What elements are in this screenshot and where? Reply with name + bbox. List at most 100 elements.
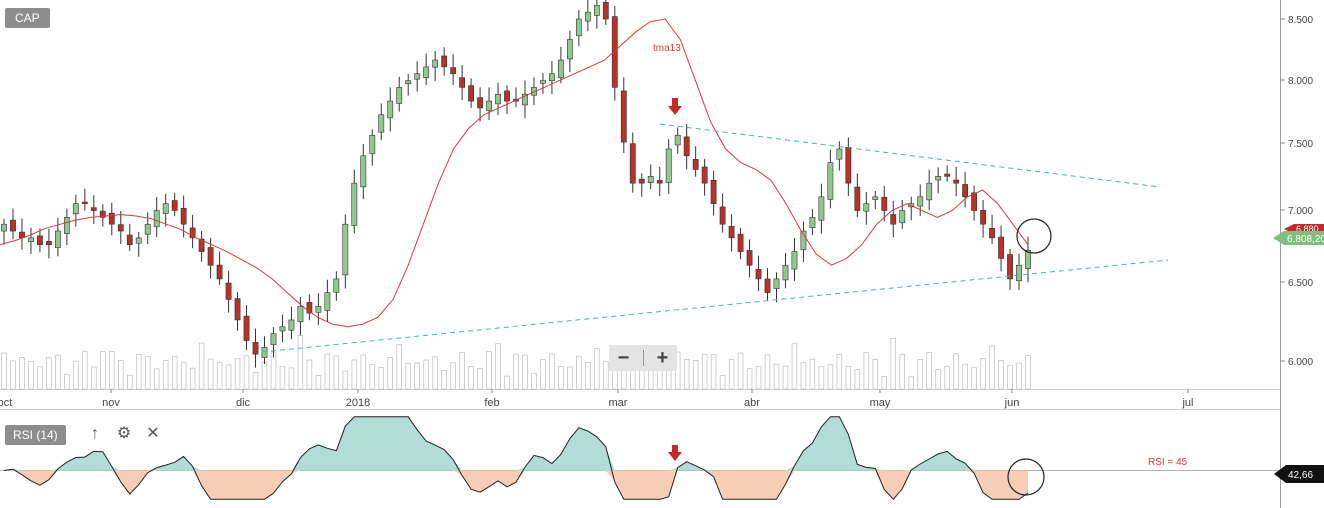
moving-average-line xyxy=(0,18,1029,328)
bullish-candle xyxy=(782,264,789,281)
volume-bar xyxy=(73,360,79,390)
bearish-candle xyxy=(459,77,466,88)
bullish-candle xyxy=(647,176,654,183)
bearish-candle xyxy=(629,143,636,184)
bearish-candle xyxy=(477,97,483,109)
bullish-candle xyxy=(387,100,394,119)
volume-bar xyxy=(513,353,519,390)
volume-bar xyxy=(998,360,1004,390)
bullish-candle xyxy=(593,5,600,16)
volume-bar xyxy=(10,360,16,390)
ticker-badge[interactable]: CAP xyxy=(5,8,50,28)
volume-bar xyxy=(198,342,205,390)
bullish-candle xyxy=(549,73,555,81)
rsi-value-tag xyxy=(1274,465,1324,483)
zoom-separator xyxy=(642,350,644,366)
volume-bar xyxy=(665,368,672,390)
volume-bar xyxy=(189,367,196,390)
rsi-indicator-badge[interactable]: RSI (14) xyxy=(5,425,66,445)
bearish-candle xyxy=(971,192,978,211)
volume-bar xyxy=(558,366,564,390)
volume-bar xyxy=(396,344,402,390)
volume-bar xyxy=(701,353,708,390)
volume-bar xyxy=(710,354,717,390)
time-tick-label: dic xyxy=(236,397,251,409)
bearish-candle xyxy=(638,178,645,184)
time-tick-label: may xyxy=(870,397,891,409)
bearish-candle xyxy=(126,234,133,246)
bullish-candle xyxy=(423,66,430,79)
gear-icon[interactable]: ⚙ xyxy=(116,425,132,442)
volume-bar xyxy=(854,369,861,390)
volume-bar xyxy=(441,369,447,390)
bearish-candle xyxy=(468,85,474,102)
close-icon[interactable]: ✕ xyxy=(146,425,160,442)
volume-bar xyxy=(953,353,959,390)
zoom-in-button[interactable]: + xyxy=(656,347,669,369)
volume-bar xyxy=(818,366,825,390)
bullish-candle xyxy=(333,278,340,293)
volume-bar xyxy=(225,364,232,390)
rsi-upper-fill xyxy=(4,416,1028,471)
price-tick-label: 7.000 xyxy=(1288,206,1313,217)
bearish-candle xyxy=(989,227,995,239)
volume-bar xyxy=(162,360,169,390)
volume-bar xyxy=(91,366,97,390)
volume-bar xyxy=(450,362,456,390)
volume-bar xyxy=(297,335,304,390)
volume-bar xyxy=(549,353,555,390)
time-tick-label: abr xyxy=(744,397,760,409)
bearish-candle xyxy=(764,278,771,293)
volume-bar xyxy=(243,355,250,390)
volume-bar xyxy=(64,373,70,390)
volume-bar xyxy=(405,363,411,390)
bearish-candle xyxy=(845,146,852,184)
volume-bar xyxy=(378,367,385,390)
bullish-candle xyxy=(369,134,376,154)
bullish-candle xyxy=(351,182,358,226)
bearish-candle xyxy=(737,233,744,252)
bearish-candle xyxy=(980,209,986,225)
volume-bar xyxy=(522,354,528,390)
volume-bar xyxy=(989,345,995,390)
volume-bar xyxy=(809,358,816,390)
volume-bar xyxy=(971,367,977,390)
volume-bar xyxy=(207,358,214,390)
bearish-candle xyxy=(746,250,753,266)
arrow-up-icon[interactable]: ↑ xyxy=(91,425,99,442)
bearish-candle xyxy=(37,235,43,246)
volume-bar xyxy=(504,375,510,390)
bullish-candle xyxy=(863,203,870,212)
volume-bar xyxy=(459,352,465,390)
volume-bar xyxy=(692,360,699,390)
bullish-candle xyxy=(791,251,798,270)
volume-bar xyxy=(746,368,753,390)
volume-bar xyxy=(477,368,483,390)
bearish-candle xyxy=(90,207,97,211)
bearish-candle xyxy=(234,298,241,321)
volume-bar xyxy=(531,372,537,390)
current-price-tag xyxy=(1273,231,1324,245)
time-tick-label: jun xyxy=(1004,397,1020,409)
bullish-candle xyxy=(288,319,295,331)
bearish-candle xyxy=(755,269,762,280)
bearish-candle xyxy=(854,186,861,211)
volume-bar xyxy=(423,359,429,390)
volume-bar xyxy=(82,351,88,390)
volume-bar xyxy=(315,375,322,390)
zoom-out-button[interactable]: − xyxy=(617,347,630,369)
bullish-candle xyxy=(63,217,70,234)
bullish-candle xyxy=(1025,249,1031,269)
candlestick-series xyxy=(1,0,1031,368)
bullish-candle xyxy=(1016,264,1022,282)
bullish-candle xyxy=(297,305,304,323)
volume-bar xyxy=(153,368,160,390)
bullish-candle xyxy=(54,230,61,248)
volume-bar xyxy=(180,362,187,390)
volume-bar xyxy=(468,366,474,390)
bullish-candle xyxy=(575,18,582,37)
volume-bar xyxy=(764,354,771,390)
volume-bar xyxy=(270,351,277,390)
bullish-candle xyxy=(872,196,879,200)
